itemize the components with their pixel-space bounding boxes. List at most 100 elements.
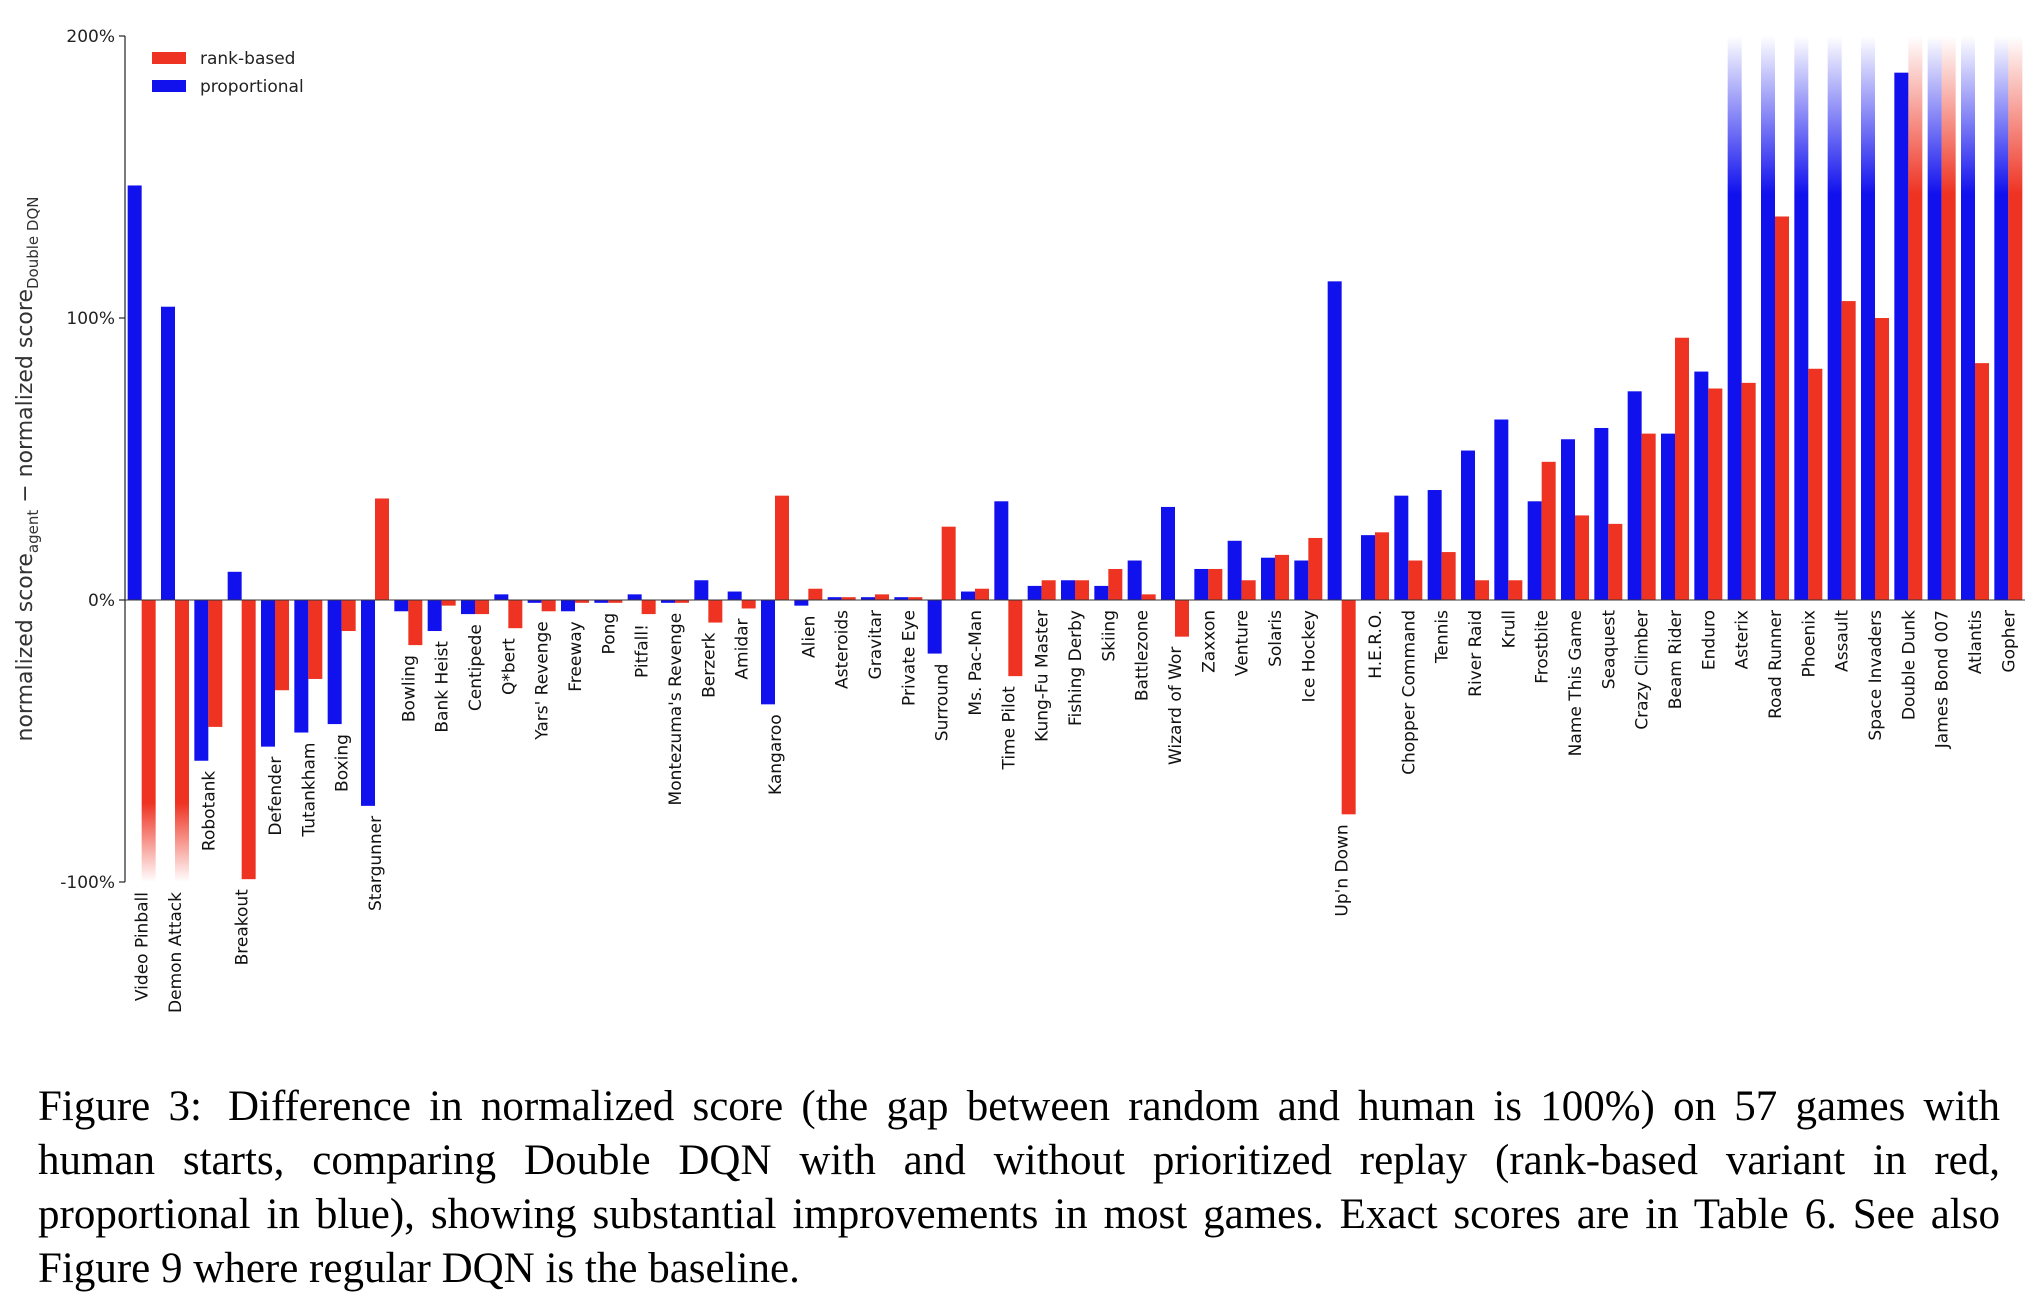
bar-proportional-krull (1494, 419, 1509, 600)
x-tick-label-berzerk: Berzerk (699, 632, 719, 697)
legend-label-proportional: proportional (200, 77, 304, 97)
bar-rank-based-beam-rider (1675, 337, 1689, 600)
bar-group-solaris (1261, 554, 1289, 600)
x-tick-label-asteroids: Asteroids (833, 610, 853, 689)
bar-proportional-tennis (1427, 490, 1442, 600)
bar-proportional-river-raid (1461, 450, 1475, 600)
bar-proportional-boxing (327, 600, 342, 725)
bar-group-bank-heist (427, 600, 456, 632)
bar-proportional-beam-rider (1661, 433, 1675, 600)
bar-rank-based-private-eye (908, 597, 923, 600)
bar-rank-based-bowling (408, 600, 423, 646)
bar-rank-based-alien (808, 588, 823, 600)
bar-proportional-robotank (194, 600, 209, 761)
bar-group-q-bert (494, 594, 523, 629)
bar-proportional-wizard-of-wor (1161, 506, 1175, 600)
bar-group-james-bond-007 (1927, 36, 1956, 600)
x-tick-label-boxing: Boxing (333, 734, 353, 792)
x-tick-label-centipede: Centipede (466, 624, 486, 711)
legend: rank-based proportional (152, 49, 304, 97)
bar-proportional-asteroids (827, 597, 842, 600)
bar-group-tennis (1427, 490, 1456, 600)
caption-label: Figure 3: (38, 1083, 202, 1130)
x-tick-label-breakout: Breakout (233, 889, 253, 966)
x-tick-label-battlezone: Battlezone (1133, 610, 1153, 701)
x-tick-label-river-raid: River Raid (1466, 610, 1486, 697)
bar-group-enduro (1694, 371, 1723, 600)
bar-proportional-seaquest (1594, 427, 1609, 600)
bar-group-private-eye (894, 597, 923, 600)
bar-group-montezuma-s-revenge (661, 600, 689, 603)
bar-rank-based-h-e-r-o (1375, 532, 1389, 600)
bar-proportional-pong (594, 600, 609, 603)
bar-group-ms-pac-man (961, 588, 989, 600)
bar-rank-based-road-runner (1775, 216, 1789, 601)
bar-group-zaxxon (1194, 568, 1223, 600)
bar-group-robotank (194, 600, 223, 761)
x-tick-label-james-bond-007: James Bond 007 (1933, 610, 1953, 749)
bar-proportional-double-dunk (1894, 72, 1909, 600)
bar-group-breakout (227, 571, 256, 880)
bar-proportional-montezuma-s-revenge (661, 600, 675, 603)
bar-group-double-dunk (1894, 36, 1923, 600)
bar-rank-based-frostbite (1541, 461, 1556, 600)
x-tick-label-skiing: Skiing (1099, 610, 1119, 662)
bar-proportional-skiing (1094, 585, 1109, 600)
bar-proportional-centipede (461, 600, 475, 615)
bar-rank-based-centipede (475, 600, 489, 615)
bar-proportional-up-n-down (1327, 281, 1342, 600)
bar-group-surround (927, 526, 956, 654)
bar-proportional-kangaroo (761, 600, 775, 705)
bar-rank-based-assault (1841, 301, 1856, 600)
bar-proportional-bank-heist (427, 600, 442, 632)
x-tick-label-surround: Surround (933, 664, 953, 742)
x-tick-label-solaris: Solaris (1266, 610, 1286, 667)
bar-rank-based-battlezone (1141, 594, 1156, 600)
figure-caption: Figure 3: Difference in normalized score … (38, 1080, 2000, 1296)
x-tick-label-krull: Krull (1499, 610, 1519, 648)
x-tick-label-assault: Assault (1833, 610, 1853, 672)
bar-rank-based-fishing-derby (1075, 580, 1089, 600)
bar-rank-based-ice-hockey (1308, 537, 1323, 600)
bar-proportional-time-pilot (994, 501, 1009, 600)
x-tick-label-atlantis: Atlantis (1966, 610, 1986, 674)
bar-group-gravitar (861, 594, 889, 600)
bar-rank-based-q-bert (508, 600, 523, 629)
bar-proportional-ms-pac-man (961, 591, 975, 600)
bar-proportional-video-pinball (127, 185, 142, 600)
bar-group-kung-fu-master (1027, 580, 1056, 600)
bar-group-frostbite (1527, 461, 1556, 600)
x-tick-label-kangaroo: Kangaroo (766, 714, 786, 795)
bar-proportional-defender (261, 600, 275, 747)
bar-proportional-breakout (227, 571, 242, 600)
bar-proportional-stargunner (361, 600, 375, 806)
bar-rank-based-chopper-command (1408, 560, 1423, 600)
bar-rank-based-robotank (208, 600, 223, 727)
bar-rank-based-seaquest (1608, 523, 1623, 600)
bar-rank-based-bank-heist (441, 600, 456, 606)
x-tick-label-time-pilot: Time Pilot (999, 686, 1019, 771)
bar-rank-based-venture (1241, 580, 1256, 600)
x-tick-label-h-e-r-o: H.E.R.O. (1366, 610, 1386, 679)
bar-rank-based-double-dunk (1908, 36, 1923, 600)
bar-proportional-crazy-climber (1627, 391, 1642, 600)
bar-group-pong (594, 600, 623, 603)
bar-proportional-tutankham (294, 600, 309, 733)
bar-rank-based-atlantis (1975, 363, 1989, 600)
bar-proportional-demon-attack (161, 306, 175, 600)
x-tick-label-gopher: Gopher (1999, 610, 2019, 673)
x-tick-label-asterix: Asterix (1733, 610, 1753, 669)
bar-rank-based-asteroids (841, 597, 856, 600)
bar-rank-based-amidar (741, 600, 756, 609)
bar-group-kangaroo (761, 495, 789, 705)
x-tick-label-name-this-game: Name This Game (1566, 610, 1586, 756)
bar-group-demon-attack (161, 306, 189, 882)
bar-proportional-james-bond-007 (1927, 36, 1942, 600)
chart-area: 200% 100% 0% -100% normalized scoreagent − n… (13, 27, 2025, 1013)
bar-proportional-amidar (727, 591, 742, 600)
x-tick-label-tutankham: Tutankham (299, 743, 319, 838)
bar-group-assault (1827, 36, 1856, 600)
bar-proportional-gopher (1994, 36, 2009, 600)
bar-rank-based-solaris (1275, 554, 1289, 600)
x-tick-label-enduro: Enduro (1699, 610, 1719, 670)
